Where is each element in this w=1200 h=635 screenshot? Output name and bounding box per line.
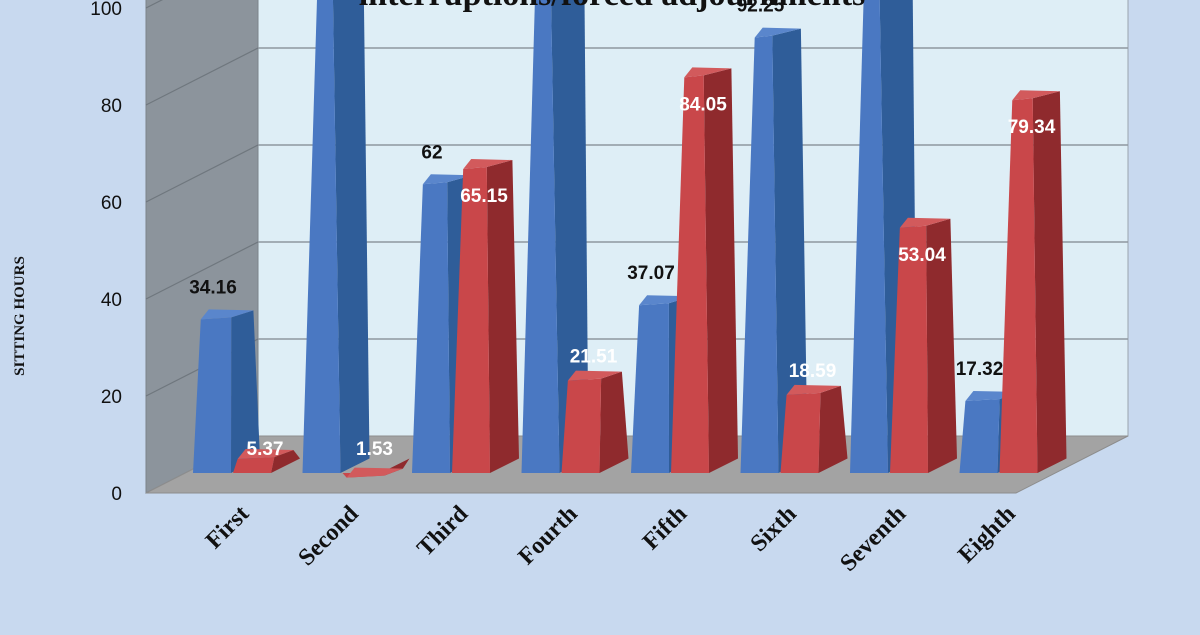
bar-blue-side	[332, 0, 370, 473]
bar-red	[780, 384, 848, 473]
bar-red-top	[786, 384, 841, 395]
x-tick-label: Eighth	[953, 501, 1020, 568]
bar-blue-top	[754, 27, 801, 38]
bar-red-top	[463, 159, 513, 170]
bar-blue-side	[772, 28, 808, 474]
x-tick-label: Fourth	[513, 501, 582, 570]
bar-blue-front	[740, 35, 779, 474]
bar-red-top	[1012, 90, 1060, 101]
data-label-blue: 34.16	[189, 277, 237, 298]
data-label-blue: 92.25	[737, 0, 785, 17]
y-axis-label: SITTING HOURS	[12, 256, 28, 376]
data-label-red: 1.53	[356, 439, 393, 460]
data-label-red: 21.51	[570, 347, 618, 368]
x-tick-label: Seventh	[835, 501, 911, 577]
bar-red-side	[1032, 91, 1067, 474]
bar-blue-front	[193, 317, 232, 473]
x-tick-label: Second	[293, 500, 364, 571]
bar-red-top	[899, 217, 951, 228]
y-tick-label: 100	[90, 0, 122, 20]
bar-blue	[740, 27, 808, 474]
bar-red-front	[999, 98, 1038, 474]
bar-red	[561, 370, 629, 473]
bar-blue	[193, 309, 260, 473]
bar-red	[233, 448, 300, 473]
bar-blue-side	[231, 310, 260, 473]
y-tick-label: 60	[101, 193, 122, 214]
gridline-side	[145, 241, 259, 300]
x-tick-label: Fifth	[638, 501, 692, 555]
bar-red-side	[703, 68, 738, 474]
x-tick-label: First	[201, 501, 254, 554]
bar-blue-front	[631, 303, 669, 473]
bar-blue	[521, 0, 589, 473]
y-tick-label: 20	[101, 387, 122, 408]
bar-red-top	[237, 448, 294, 459]
bar-red-side	[926, 218, 957, 473]
bar-red-front	[452, 167, 490, 473]
bar-blue-top	[422, 174, 473, 185]
data-label-red: 18.59	[789, 361, 837, 382]
data-label-red: 5.37	[247, 439, 284, 460]
data-label-red: 79.34	[1008, 117, 1056, 138]
bar-red-top	[346, 467, 403, 478]
bar-red-top	[567, 370, 622, 381]
bar-red-side	[271, 449, 300, 473]
y-tick-label: 80	[101, 96, 122, 117]
bar-blue-front	[302, 0, 341, 473]
bar-blue-front	[959, 398, 1000, 473]
gridline-side	[145, 47, 259, 106]
bar-blue-front	[412, 182, 450, 474]
chart-title: interruptions/forced adjournments	[359, 0, 866, 13]
bar-red	[671, 67, 738, 474]
x-tick-label: Sixth	[746, 501, 802, 557]
bar-red-front	[890, 225, 928, 473]
bar-red-front	[561, 378, 602, 473]
bar-red	[452, 159, 519, 473]
bar-red-front	[780, 392, 821, 473]
gridline-side	[145, 144, 259, 203]
data-label-red: 53.04	[898, 245, 946, 266]
bar-red	[999, 90, 1067, 474]
data-label-red: 84.05	[679, 94, 727, 115]
data-label-blue: 62	[421, 142, 442, 163]
y-tick-label: 40	[101, 290, 122, 311]
bar-red	[890, 217, 957, 473]
bar-blue-front	[521, 0, 560, 473]
x-tick-label: Third	[412, 500, 473, 561]
bar-red-side	[818, 385, 848, 473]
bar-red-front	[233, 456, 275, 473]
bar-red	[342, 458, 410, 478]
bar-blue-top	[200, 309, 254, 320]
bar-red-front	[671, 75, 709, 474]
bar-blue-side	[551, 0, 589, 473]
bar-red-side	[486, 160, 519, 473]
bar-red-top	[684, 67, 732, 78]
bar-blue	[302, 0, 370, 473]
data-label-blue: 17.32	[956, 359, 1004, 380]
y-tick-label: 0	[111, 484, 122, 505]
data-label-red: 65.15	[460, 186, 508, 207]
bar-blue-front	[850, 0, 888, 473]
data-label-blue: 37.07	[627, 263, 675, 284]
bar-red-side	[599, 371, 629, 473]
